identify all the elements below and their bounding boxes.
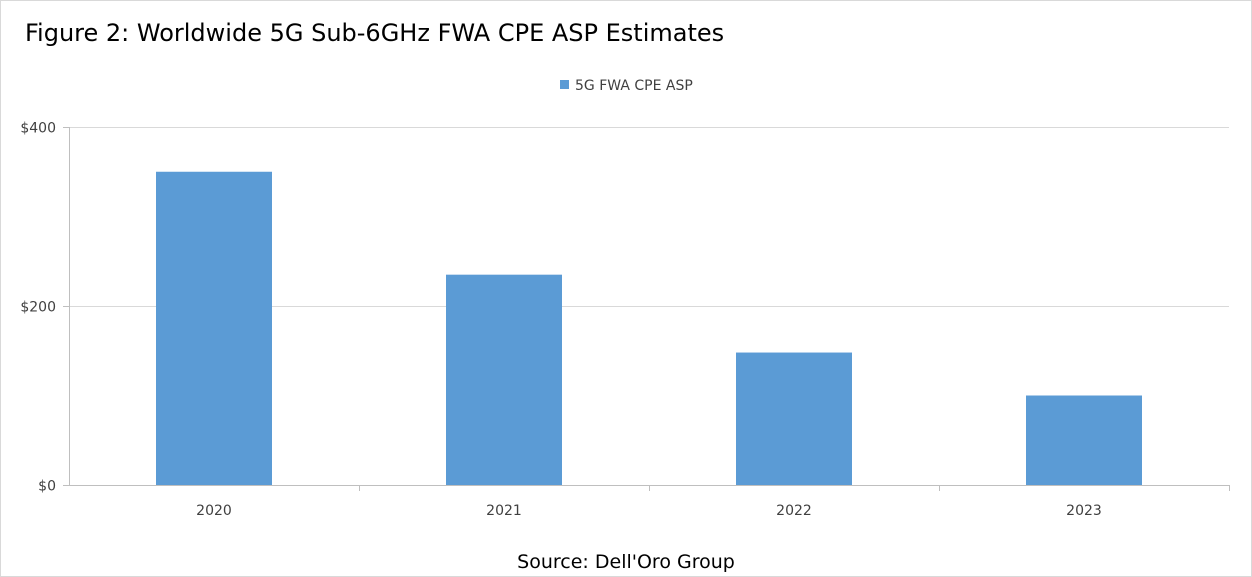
y-tick-label: $200 (20, 300, 56, 316)
x-tick-label: 2022 (776, 503, 812, 519)
y-tick-label: $0 (38, 479, 56, 495)
chart-title: Figure 2: Worldwide 5G Sub-6GHz FWA CPE … (25, 19, 725, 47)
bar (1026, 395, 1142, 485)
y-tick-labels: $0 $200 $400 (20, 121, 56, 495)
legend-swatch (560, 80, 569, 89)
y-tick-label: $400 (20, 121, 56, 137)
x-tick-labels: 2020 2021 2022 2023 (196, 503, 1102, 519)
legend: 5G FWA CPE ASP (560, 78, 693, 94)
axes (63, 127, 1230, 491)
source-note: Source: Dell'Oro Group (517, 551, 735, 573)
bar (446, 274, 562, 485)
x-tick-label: 2023 (1066, 503, 1102, 519)
x-tick-label: 2020 (196, 503, 232, 519)
x-tick-label: 2021 (486, 503, 522, 519)
bar (156, 171, 272, 485)
legend-label: 5G FWA CPE ASP (575, 78, 693, 94)
bars (156, 171, 1142, 485)
bar (736, 352, 852, 485)
